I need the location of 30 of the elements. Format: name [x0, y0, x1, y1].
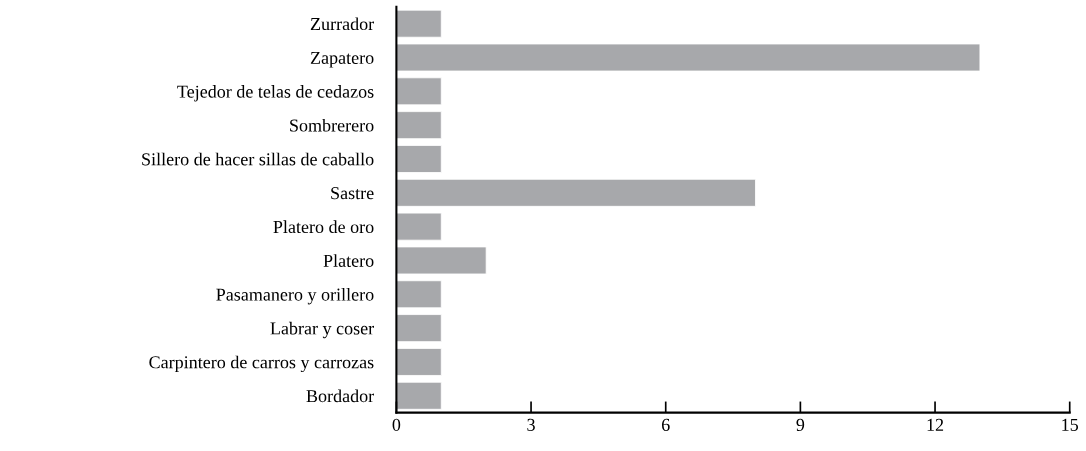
bar [396, 9, 442, 38]
bar [396, 43, 981, 72]
y-tick-label: Sombrerero [290, 118, 374, 132]
bar [396, 178, 756, 207]
x-tick-label: 12 [927, 418, 944, 431]
bar [396, 77, 442, 106]
y-tick-label: Labrar y coser [270, 321, 375, 339]
bar [396, 381, 442, 410]
x-tick-label: 0 [392, 418, 401, 431]
y-tick-label: Tejedor de telas de cedazos [177, 85, 374, 102]
x-tick-label: 3 [527, 418, 535, 431]
y-tick-label: Sillero de hacer sillas de caballo [142, 152, 374, 166]
bar [396, 212, 442, 241]
bar [396, 145, 442, 173]
bar [396, 314, 442, 343]
y-tick-label: Carpintero de carros y carrozas [149, 355, 374, 373]
x-tick-label: 15 [1062, 418, 1079, 431]
y-tick-label: Platero de oro [273, 220, 374, 234]
y-tick-label: Zurrador [310, 17, 375, 31]
x-tick-label: 9 [796, 418, 805, 431]
y-tick-label: Platero [323, 254, 374, 267]
bar [396, 246, 487, 275]
y-tick-label: Bordador [306, 389, 375, 403]
bar [396, 280, 442, 309]
y-tick-label: Sastre [331, 187, 374, 200]
bar [396, 347, 442, 376]
y-tick-label: Pasamanero y orillero [216, 288, 374, 305]
x-tick-label: 6 [661, 418, 670, 431]
y-tick-label: Zapatero [310, 51, 374, 68]
bar [396, 111, 442, 140]
